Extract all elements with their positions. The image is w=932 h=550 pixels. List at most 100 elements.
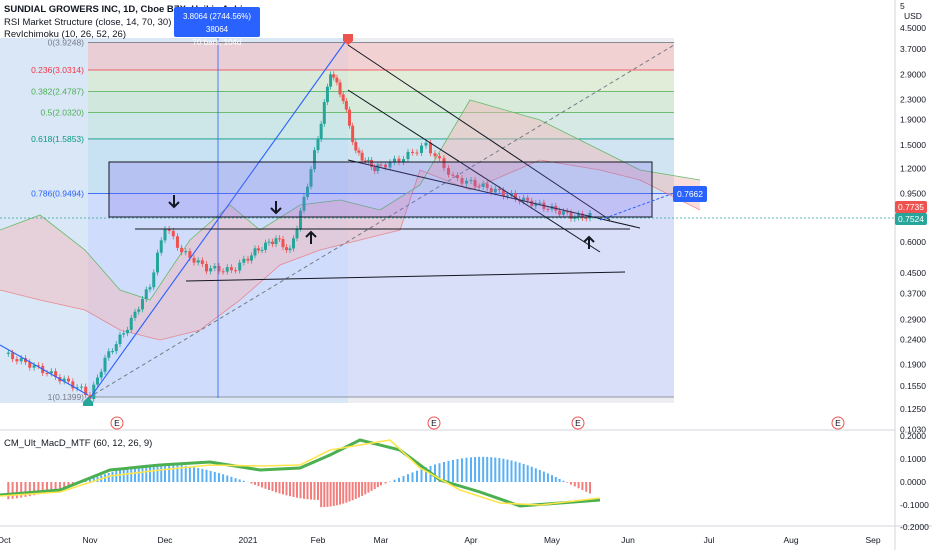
lower-support-line bbox=[185, 271, 626, 282]
candle bbox=[341, 94, 345, 102]
fib-band bbox=[88, 91, 674, 113]
candle bbox=[485, 183, 489, 189]
macd-bar bbox=[361, 482, 364, 496]
macd-bar bbox=[15, 482, 18, 499]
candle bbox=[184, 251, 188, 253]
candle bbox=[451, 174, 455, 176]
macd-bar bbox=[24, 482, 27, 497]
macd-bar bbox=[257, 482, 260, 487]
candle bbox=[285, 247, 288, 251]
macd-bar bbox=[58, 482, 61, 489]
fib-band bbox=[88, 70, 674, 92]
candle bbox=[558, 210, 562, 215]
candle bbox=[84, 386, 88, 396]
candle bbox=[156, 252, 159, 273]
candle bbox=[376, 164, 380, 172]
macd-bar bbox=[180, 465, 183, 482]
macd-bar bbox=[370, 482, 373, 491]
macd-bar bbox=[364, 482, 367, 495]
earnings-marker-label: E bbox=[431, 418, 437, 428]
candle bbox=[271, 241, 274, 245]
candle bbox=[71, 381, 75, 389]
fib-label: 0.236(3.0314) bbox=[31, 65, 84, 75]
candle bbox=[526, 197, 530, 201]
candle bbox=[460, 178, 464, 184]
macd-bar bbox=[551, 475, 553, 482]
candle bbox=[456, 175, 459, 179]
candle bbox=[99, 371, 103, 378]
candle bbox=[497, 188, 501, 191]
macd-bar bbox=[329, 482, 332, 507]
candle bbox=[295, 228, 299, 239]
macd-tick-label: -0.2000 bbox=[900, 522, 929, 532]
candle bbox=[580, 213, 584, 218]
candle bbox=[122, 333, 126, 335]
currency-label: USD bbox=[904, 11, 922, 21]
candle bbox=[319, 123, 323, 140]
macd-bar bbox=[303, 482, 305, 499]
macd-bar bbox=[7, 482, 10, 500]
macd-bar bbox=[310, 482, 312, 500]
macd-bar bbox=[570, 482, 572, 485]
candle bbox=[577, 213, 581, 218]
macd-bar bbox=[452, 459, 454, 482]
macd-bar bbox=[573, 482, 576, 487]
fib-label: 0.786(0.9494) bbox=[31, 188, 84, 198]
macd-bar bbox=[465, 457, 468, 482]
candle bbox=[411, 151, 414, 153]
candle bbox=[354, 142, 358, 151]
macd-bar bbox=[152, 464, 155, 482]
fib-band bbox=[88, 193, 674, 398]
macd-bar bbox=[434, 464, 436, 482]
candle bbox=[465, 180, 468, 184]
candle bbox=[370, 159, 374, 167]
macd-bar bbox=[63, 482, 66, 488]
macd-bar bbox=[275, 482, 277, 493]
macd-bar bbox=[282, 482, 284, 495]
macd-bar bbox=[115, 470, 118, 482]
macd-bar bbox=[292, 482, 295, 497]
candle bbox=[238, 262, 242, 271]
macd-bar bbox=[89, 479, 91, 482]
candle bbox=[15, 359, 19, 362]
macd-bar bbox=[411, 472, 414, 482]
candle bbox=[530, 200, 534, 207]
indicator-ichimoku-label[interactable]: RevIchimoku (10, 26, 52, 26) bbox=[4, 29, 126, 40]
candle bbox=[306, 186, 309, 197]
arrow-up-icon bbox=[305, 230, 317, 244]
candle bbox=[111, 351, 114, 353]
macd-bar bbox=[342, 482, 345, 504]
indicator-macd-label[interactable]: CM_Ult_MacD_MTF (60, 12, 26, 9) bbox=[4, 438, 153, 449]
candle bbox=[351, 125, 355, 143]
candle bbox=[388, 162, 392, 168]
candle bbox=[118, 334, 122, 345]
macd-bar bbox=[384, 482, 387, 484]
candle bbox=[514, 193, 518, 200]
macd-bar bbox=[201, 468, 204, 482]
candle bbox=[209, 268, 213, 272]
macd-bar bbox=[546, 473, 549, 482]
earnings-marker-icon bbox=[427, 416, 441, 430]
symbol-title[interactable]: SUNDIAL GROWERS INC, 1D, Cboe BZX, Heiki… bbox=[4, 4, 243, 15]
candle bbox=[447, 168, 450, 175]
trendline-rally bbox=[89, 37, 349, 399]
macd-bar bbox=[514, 461, 517, 482]
candle bbox=[267, 241, 271, 243]
fib-band bbox=[88, 112, 674, 139]
y-tick-label: 2.9000 bbox=[900, 70, 926, 80]
candle bbox=[250, 255, 253, 261]
macd-bar bbox=[585, 482, 588, 492]
macd-bar bbox=[234, 478, 237, 482]
measure-line-1: 3.8064 (2744.56%) 38064 bbox=[182, 12, 252, 34]
macd-bar bbox=[526, 465, 529, 482]
candle bbox=[397, 158, 401, 163]
indicator-rsi-label[interactable]: RSI Market Structure (close, 14, 70, 30) bbox=[4, 17, 172, 28]
candle bbox=[96, 377, 99, 385]
macd-bar bbox=[530, 466, 533, 482]
candle bbox=[489, 188, 493, 193]
candle bbox=[473, 180, 477, 187]
macd-bar bbox=[226, 475, 229, 482]
candle bbox=[501, 190, 505, 197]
